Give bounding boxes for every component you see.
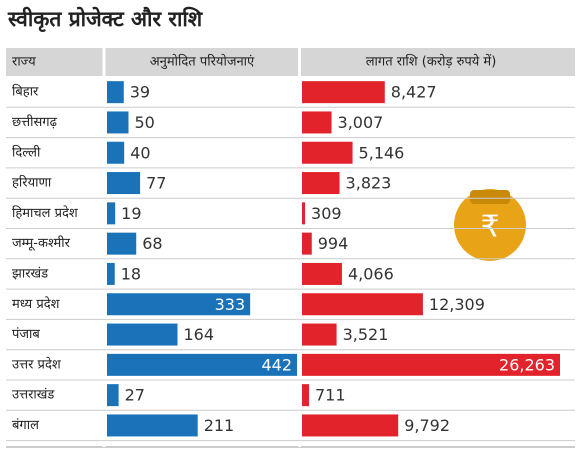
- category-label: बिहार: [12, 84, 39, 100]
- value-label: 994: [318, 234, 349, 253]
- value-label: 3,823: [346, 174, 392, 193]
- bar: [302, 81, 385, 104]
- value-label: 5,146: [359, 143, 405, 162]
- value-label: 4,066: [348, 264, 394, 283]
- bar: [107, 81, 124, 104]
- bar: [107, 353, 297, 376]
- value-label: 27: [125, 386, 145, 405]
- bar: [107, 202, 116, 225]
- bar: [302, 414, 399, 437]
- bar: [302, 353, 560, 376]
- series-header: लागत राशि (करोड़ रुपये में): [366, 54, 497, 70]
- bar: [302, 232, 312, 255]
- value-label: 333: [215, 295, 246, 314]
- value-label: 12,309: [429, 295, 485, 314]
- bar: [302, 293, 423, 316]
- value-label: 309: [311, 204, 342, 223]
- category-label: जम्मू-कश्मीर: [12, 235, 71, 251]
- bar: [302, 202, 306, 225]
- value-label: 50: [134, 113, 154, 132]
- bar: [107, 293, 251, 316]
- category-label: बंगाल: [12, 418, 39, 433]
- bar: [107, 384, 119, 407]
- bar: [107, 262, 115, 285]
- value-label: 18: [121, 264, 141, 283]
- category-header: राज्य: [12, 55, 36, 70]
- series-header: अनुमोदित परियोजनाएं: [150, 54, 255, 70]
- bar: [107, 414, 198, 437]
- bar: [302, 384, 309, 407]
- category-label: मध्य प्रदेश: [12, 296, 61, 312]
- bar: [302, 262, 342, 285]
- bar: [302, 141, 353, 164]
- chart-title: स्वीकृत प्रोजेक्ट और राशि: [7, 6, 203, 33]
- value-label: 3,007: [338, 113, 384, 132]
- bar: [107, 232, 137, 255]
- value-label: 164: [183, 325, 214, 344]
- value-label: 68: [142, 234, 162, 253]
- value-label: 19: [121, 204, 141, 223]
- bar: [302, 323, 337, 346]
- value-label: 77: [146, 174, 166, 193]
- category-label: हिमाचल प्रदेश: [12, 205, 79, 221]
- value-label: 211: [204, 416, 235, 435]
- header-bg: [6, 48, 575, 76]
- value-label: 711: [315, 386, 346, 405]
- value-label: 9,792: [404, 416, 450, 435]
- svg-text:₹: ₹: [480, 210, 499, 245]
- bar: [107, 111, 129, 134]
- bar: [302, 172, 340, 195]
- bar: [107, 141, 125, 164]
- bar: [302, 111, 332, 134]
- category-label: झारखंड: [12, 266, 49, 281]
- category-label: पंजाब: [12, 327, 40, 342]
- category-label: उत्तर प्रदेश: [12, 356, 62, 372]
- value-label: 39: [130, 83, 150, 102]
- value-label: 40: [130, 143, 150, 162]
- category-label: दिल्ली: [12, 144, 41, 160]
- illustration: ₹: [454, 189, 526, 261]
- bar: [107, 172, 141, 195]
- bar: [107, 323, 178, 346]
- value-label: 26,263: [499, 355, 555, 374]
- value-label: 8,427: [391, 83, 437, 102]
- value-label: 3,521: [343, 325, 389, 344]
- category-label: छत्तीसगढ़: [12, 114, 58, 130]
- category-label: उत्तराखंड: [12, 388, 55, 403]
- value-label: 442: [261, 355, 292, 374]
- category-label: हरियाणा: [12, 175, 52, 191]
